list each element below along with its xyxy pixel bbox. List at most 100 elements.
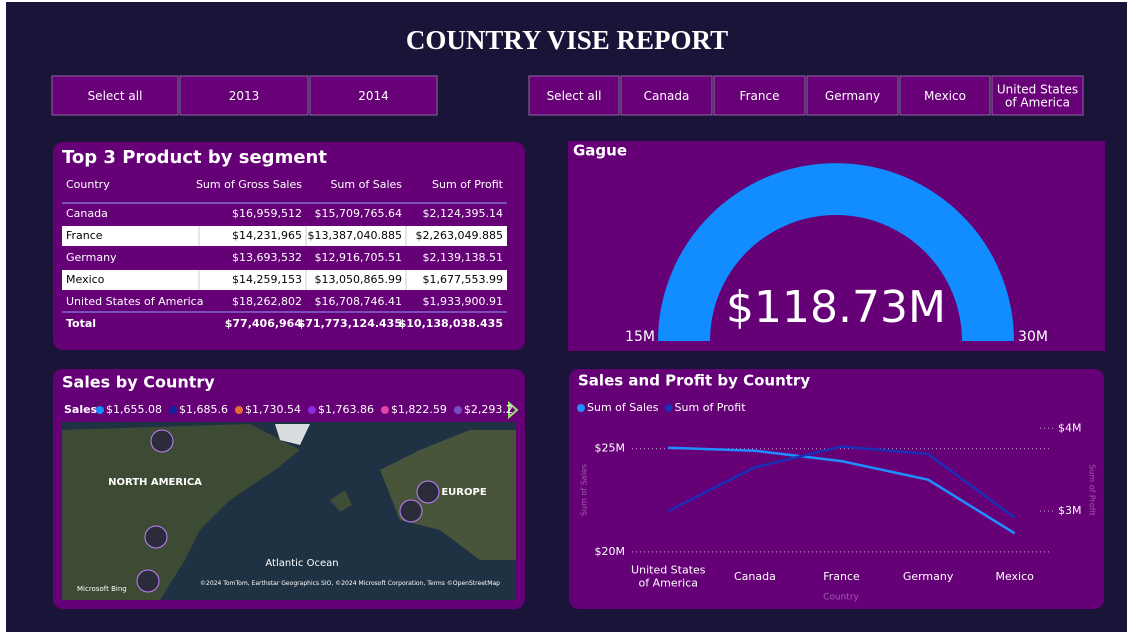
y-axis-title: Sum of Sales	[580, 464, 589, 516]
map-pie-marker	[144, 525, 168, 549]
table-cell: $15,709,765.64	[315, 207, 402, 220]
map: NORTH AMERICA EUROPE Atlantic Ocean Micr…	[62, 422, 516, 600]
map-land	[62, 424, 300, 600]
gauge-max: 30M	[1018, 329, 1048, 345]
slicer-button[interactable]	[528, 75, 620, 116]
slicer-button[interactable]	[620, 75, 713, 116]
x-tick-label: United States of America	[631, 564, 706, 590]
legend-dot	[380, 406, 389, 414]
table-cell: $2,263,049.885	[416, 229, 503, 242]
legend-label: $1,655.08	[106, 403, 162, 416]
table-header: Sum of Gross Sales	[196, 178, 302, 191]
legend-dot	[234, 406, 243, 414]
y2-tick-label: $3M	[1058, 504, 1082, 517]
slicer-button[interactable]	[309, 75, 438, 116]
slicer-button[interactable]	[179, 75, 309, 116]
slicer-label[interactable]: Select all	[88, 89, 143, 103]
line-title: Sales and Profit by Country	[578, 372, 810, 390]
x-tick-label: Germany	[903, 570, 954, 583]
legend-dot	[168, 406, 177, 414]
legend-label: $1,685.6	[179, 403, 228, 416]
map-title: Sales by Country	[62, 373, 215, 392]
map-pie-marker	[136, 569, 160, 593]
legend-label: $2,293.2	[464, 403, 513, 416]
table-cell: Germany	[66, 251, 117, 264]
table-cell: Mexico	[66, 273, 105, 286]
map-place: NORTH AMERICA	[108, 477, 202, 488]
legend-dot	[577, 404, 585, 412]
x-tick-label: France	[823, 570, 860, 583]
table-row-bg	[62, 270, 507, 290]
gauge-value: $118.73M	[726, 282, 946, 333]
map-ice	[275, 424, 310, 445]
table-total: $71,773,124.435	[298, 317, 402, 330]
map-pie-marker	[150, 429, 174, 453]
legend-label: Sum of Profit	[675, 401, 747, 414]
legend-dot	[96, 406, 104, 414]
legend-label: $1,763.86	[318, 403, 374, 416]
map-place: Atlantic Ocean	[265, 558, 338, 569]
slicer-button[interactable]	[51, 75, 179, 116]
line-panel	[569, 369, 1104, 609]
table-title: Top 3 Product by segment	[62, 147, 327, 168]
table-cell: $18,262,802	[232, 295, 302, 308]
slicer-label[interactable]: Germany	[825, 89, 880, 103]
slicer-button[interactable]	[991, 75, 1084, 116]
table-total: Total	[66, 317, 96, 330]
legend-label: $1,730.54	[245, 403, 301, 416]
map-pie-marker	[399, 499, 423, 523]
map-place: EUROPE	[441, 487, 486, 498]
table-cell: $2,139,138.51	[423, 251, 503, 264]
map-land	[330, 490, 352, 512]
table-total: $77,406,964	[225, 317, 303, 330]
x-tick-label: Mexico	[995, 570, 1034, 583]
table-header: Sum of Profit	[432, 178, 504, 191]
map-attribution: ©2024 TomTom, Earthstar Geographics SIO,…	[200, 579, 500, 587]
y2-axis-title: Sum of Profit	[1088, 464, 1097, 516]
report-title: COUNTRY VISE REPORT	[406, 25, 728, 55]
series-line	[668, 446, 1016, 535]
table-cell: $14,231,965	[232, 229, 302, 242]
table-cell: $1,933,900.91	[423, 295, 503, 308]
table-cell: $13,693,532	[232, 251, 302, 264]
table-header: Country	[66, 178, 110, 191]
map-land	[380, 430, 516, 560]
slicer-button[interactable]	[806, 75, 899, 116]
table-cell: Canada	[66, 207, 108, 220]
slicer-button[interactable]	[899, 75, 991, 116]
table-cell: $16,959,512	[232, 207, 302, 220]
map-pie-marker	[416, 480, 440, 504]
y2-tick-label: $4M	[1058, 421, 1082, 434]
slicer-label[interactable]: Select all	[547, 89, 602, 103]
table-cell: $16,708,746.41	[315, 295, 402, 308]
slicer-label[interactable]: United States of America	[997, 82, 1078, 109]
slicer-label[interactable]: Mexico	[924, 89, 966, 103]
legend-dot	[664, 404, 673, 412]
gauge-arc	[658, 163, 1014, 341]
x-axis-title: Country	[823, 593, 859, 603]
legend-dot	[307, 406, 316, 414]
series-line	[667, 445, 1016, 519]
slicer-label[interactable]: 2014	[358, 89, 389, 103]
y-tick-label: $20M	[595, 545, 626, 558]
legend-label: Sum of Sales	[587, 401, 659, 414]
slicer-button[interactable]	[713, 75, 806, 116]
table-cell: $14,259,153	[232, 273, 302, 286]
slicer-label[interactable]: France	[740, 89, 780, 103]
table-cell: United States of America	[66, 295, 203, 308]
play-icon[interactable]	[508, 400, 519, 420]
table-cell: $13,387,040.885	[308, 229, 402, 242]
x-tick-label: Canada	[734, 570, 776, 583]
table-header: Sum of Sales	[330, 178, 402, 191]
gauge-min: 15M	[625, 329, 655, 345]
table-cell: France	[66, 229, 103, 242]
gauge-title: Gague	[573, 142, 627, 160]
map-legend-title: Sales	[64, 403, 98, 416]
y-tick-label: $25M	[595, 442, 626, 455]
table-cell: $13,050,865.99	[315, 273, 402, 286]
table-cell: $12,916,705.51	[315, 251, 402, 264]
slicer-label[interactable]: Canada	[644, 89, 690, 103]
slicer-label[interactable]: 2013	[229, 89, 260, 103]
table-row-bg	[62, 226, 507, 246]
